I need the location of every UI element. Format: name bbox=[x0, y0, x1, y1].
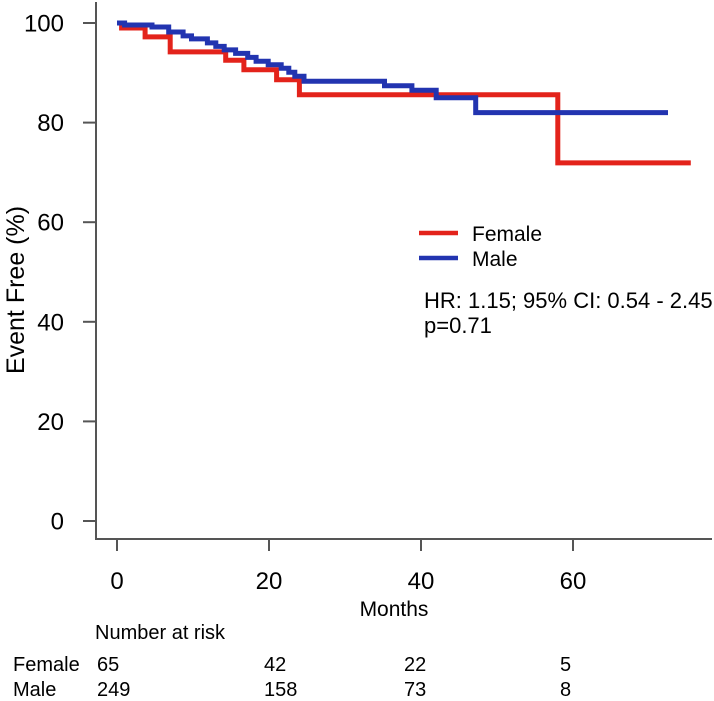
km-curve-female bbox=[117, 20, 691, 166]
x-tick-label: 0 bbox=[110, 568, 123, 595]
risk-row-label-female: Female bbox=[13, 654, 80, 676]
km-curves bbox=[117, 20, 691, 166]
risk-count: 42 bbox=[264, 654, 286, 676]
y-tick-label: 0 bbox=[51, 509, 64, 536]
x-axis-title: Months bbox=[360, 598, 429, 621]
y-tick-label: 100 bbox=[24, 11, 64, 38]
risk-count: 249 bbox=[97, 679, 130, 701]
km-curve-male bbox=[117, 20, 668, 116]
y-axis-title: Event Free (%) bbox=[2, 206, 30, 374]
risk-count: 5 bbox=[560, 654, 571, 676]
risk-table: Number at risk Female 65 42 22 5 Male 24… bbox=[13, 622, 571, 701]
y-tick-label: 80 bbox=[37, 110, 64, 137]
risk-count: 73 bbox=[404, 679, 426, 701]
legend-label-male: Male bbox=[472, 248, 518, 271]
risk-count: 22 bbox=[404, 654, 426, 676]
legend-label-female: Female bbox=[472, 223, 542, 246]
x-tick-label: 20 bbox=[256, 568, 283, 595]
x-tick-label: 40 bbox=[408, 568, 435, 595]
y-tick-label: 40 bbox=[37, 309, 64, 336]
risk-count: 8 bbox=[560, 679, 571, 701]
p-value-text: p=0.71 bbox=[424, 313, 492, 338]
risk-row-label-male: Male bbox=[13, 679, 56, 701]
risk-table-title: Number at risk bbox=[95, 622, 226, 644]
stats-annotation: HR: 1.15; 95% CI: 0.54 - 2.45 p=0.71 bbox=[424, 288, 713, 338]
risk-count: 65 bbox=[97, 654, 119, 676]
x-tick-label: 60 bbox=[560, 568, 587, 595]
axes: 100 80 60 40 20 0 0 20 40 60 Event Free … bbox=[2, 2, 712, 621]
risk-count: 158 bbox=[264, 679, 297, 701]
legend: Female Male bbox=[419, 223, 542, 271]
y-tick-label: 60 bbox=[37, 210, 64, 237]
hr-ci-text: HR: 1.15; 95% CI: 0.54 - 2.45 bbox=[424, 288, 713, 313]
y-tick-label: 20 bbox=[37, 409, 64, 436]
